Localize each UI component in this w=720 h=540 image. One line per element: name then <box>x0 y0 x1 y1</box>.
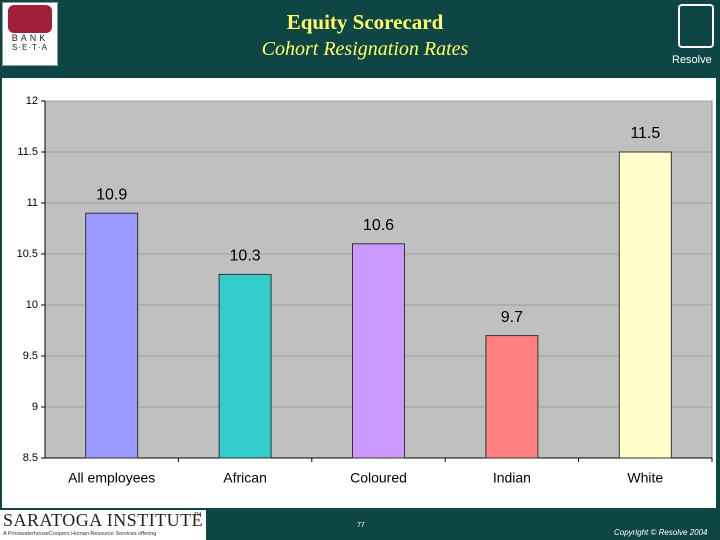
page-number: 77 <box>357 522 365 529</box>
data-label: 10.3 <box>230 248 261 265</box>
logo-mark <box>8 5 52 33</box>
x-tick-label: White <box>627 470 663 486</box>
data-label: 9.7 <box>501 309 523 326</box>
chart: 8.5 9 9.5 10 10.5 11 11.5 12 All employees 10.9 Af… <box>2 78 716 508</box>
y-tick-label: 10 <box>26 299 38 311</box>
y-tick-label: 9.5 <box>23 350 38 362</box>
bar <box>485 335 539 459</box>
y-tick-label: 10.5 <box>17 248 38 260</box>
footer-logo: SARATOGA INSTITUTE A PricewaterhouseCoop… <box>0 510 206 540</box>
x-tick-label: Coloured <box>350 470 407 486</box>
data-label: 11.5 <box>630 125 660 142</box>
tagline: A PricewaterhouseCoopers Human Resource … <box>3 531 157 537</box>
x-tick-label: Indian <box>493 470 531 486</box>
bar <box>352 243 405 459</box>
resolve-logo <box>678 4 714 48</box>
bar <box>85 212 139 459</box>
y-tick-label: 11.5 <box>17 146 38 158</box>
y-tick-label: 11 <box>27 197 38 209</box>
title: Equity Scorecard <box>286 10 444 34</box>
bank-logo: BANK S·E·T·A <box>2 2 58 66</box>
bar <box>218 273 272 459</box>
logo-text: BANK <box>11 33 49 43</box>
brand: Resolve <box>672 54 712 66</box>
data-label: 10.6 <box>363 217 394 234</box>
logo-text: S·E·T·A <box>12 43 48 52</box>
bar <box>618 151 672 459</box>
copyright: Copyright © Resolve 2004 <box>614 528 708 537</box>
y-tick-label: 9 <box>32 401 38 413</box>
subtitle: Cohort Resignation Rates <box>261 38 469 60</box>
x-tick-label: All employees <box>68 470 155 486</box>
institute: SARATOGA INSTITUTE <box>3 510 204 530</box>
y-tick-label: 12 <box>26 95 38 107</box>
y-tick-label: 8.5 <box>23 452 38 464</box>
tm: TM <box>194 512 202 518</box>
data-label: 10.9 <box>96 186 127 203</box>
x-tick-label: African <box>223 470 267 486</box>
